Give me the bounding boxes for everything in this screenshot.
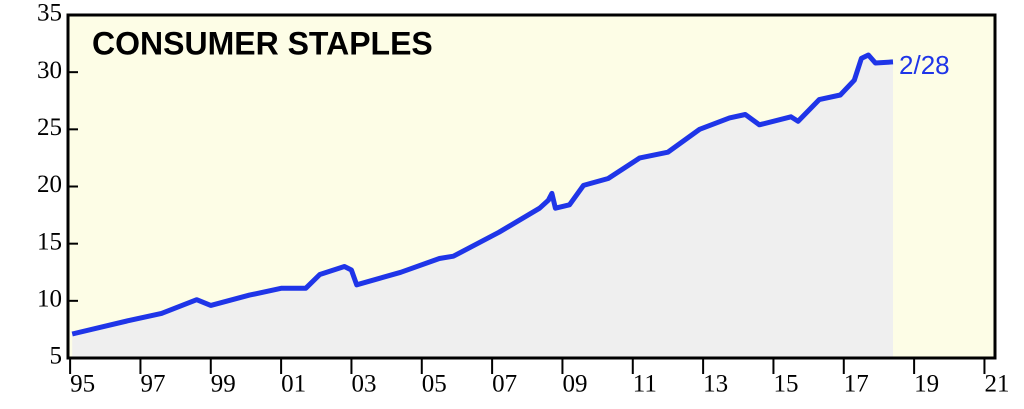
area — [72, 55, 893, 358]
y-tick-label: 5 — [50, 343, 63, 370]
x-tick-label: 13 — [703, 371, 728, 398]
y-tick-label: 10 — [37, 286, 62, 313]
x-tick-label: 17 — [844, 371, 869, 398]
annotation: 2/28 — [899, 50, 950, 80]
x-tick-label: 11 — [633, 371, 657, 398]
y-tick-label: 35 — [37, 0, 62, 27]
x-tick-label: 01 — [281, 371, 306, 398]
plot-layer — [71, 52, 894, 358]
line — [71, 52, 894, 337]
y-tick-label: 25 — [37, 114, 62, 141]
x-tick-label: 99 — [211, 371, 236, 398]
x-tick-label: 15 — [773, 371, 798, 398]
x-tick-label: 21 — [984, 371, 1009, 398]
x-tick-label: 09 — [562, 371, 587, 398]
x-tick-label: 03 — [351, 371, 376, 398]
y-tick-label: 20 — [37, 171, 62, 198]
chart-title: CONSUMER STAPLES — [92, 25, 433, 61]
x-tick-label: 97 — [140, 371, 165, 398]
x-tick-label: 05 — [422, 371, 447, 398]
x-tick-label: 07 — [492, 371, 517, 398]
x-tick-label: 95 — [70, 371, 95, 398]
x-tick-label: 19 — [914, 371, 939, 398]
y-tick-label: 15 — [37, 228, 62, 255]
y-tick-label: 30 — [37, 57, 62, 84]
